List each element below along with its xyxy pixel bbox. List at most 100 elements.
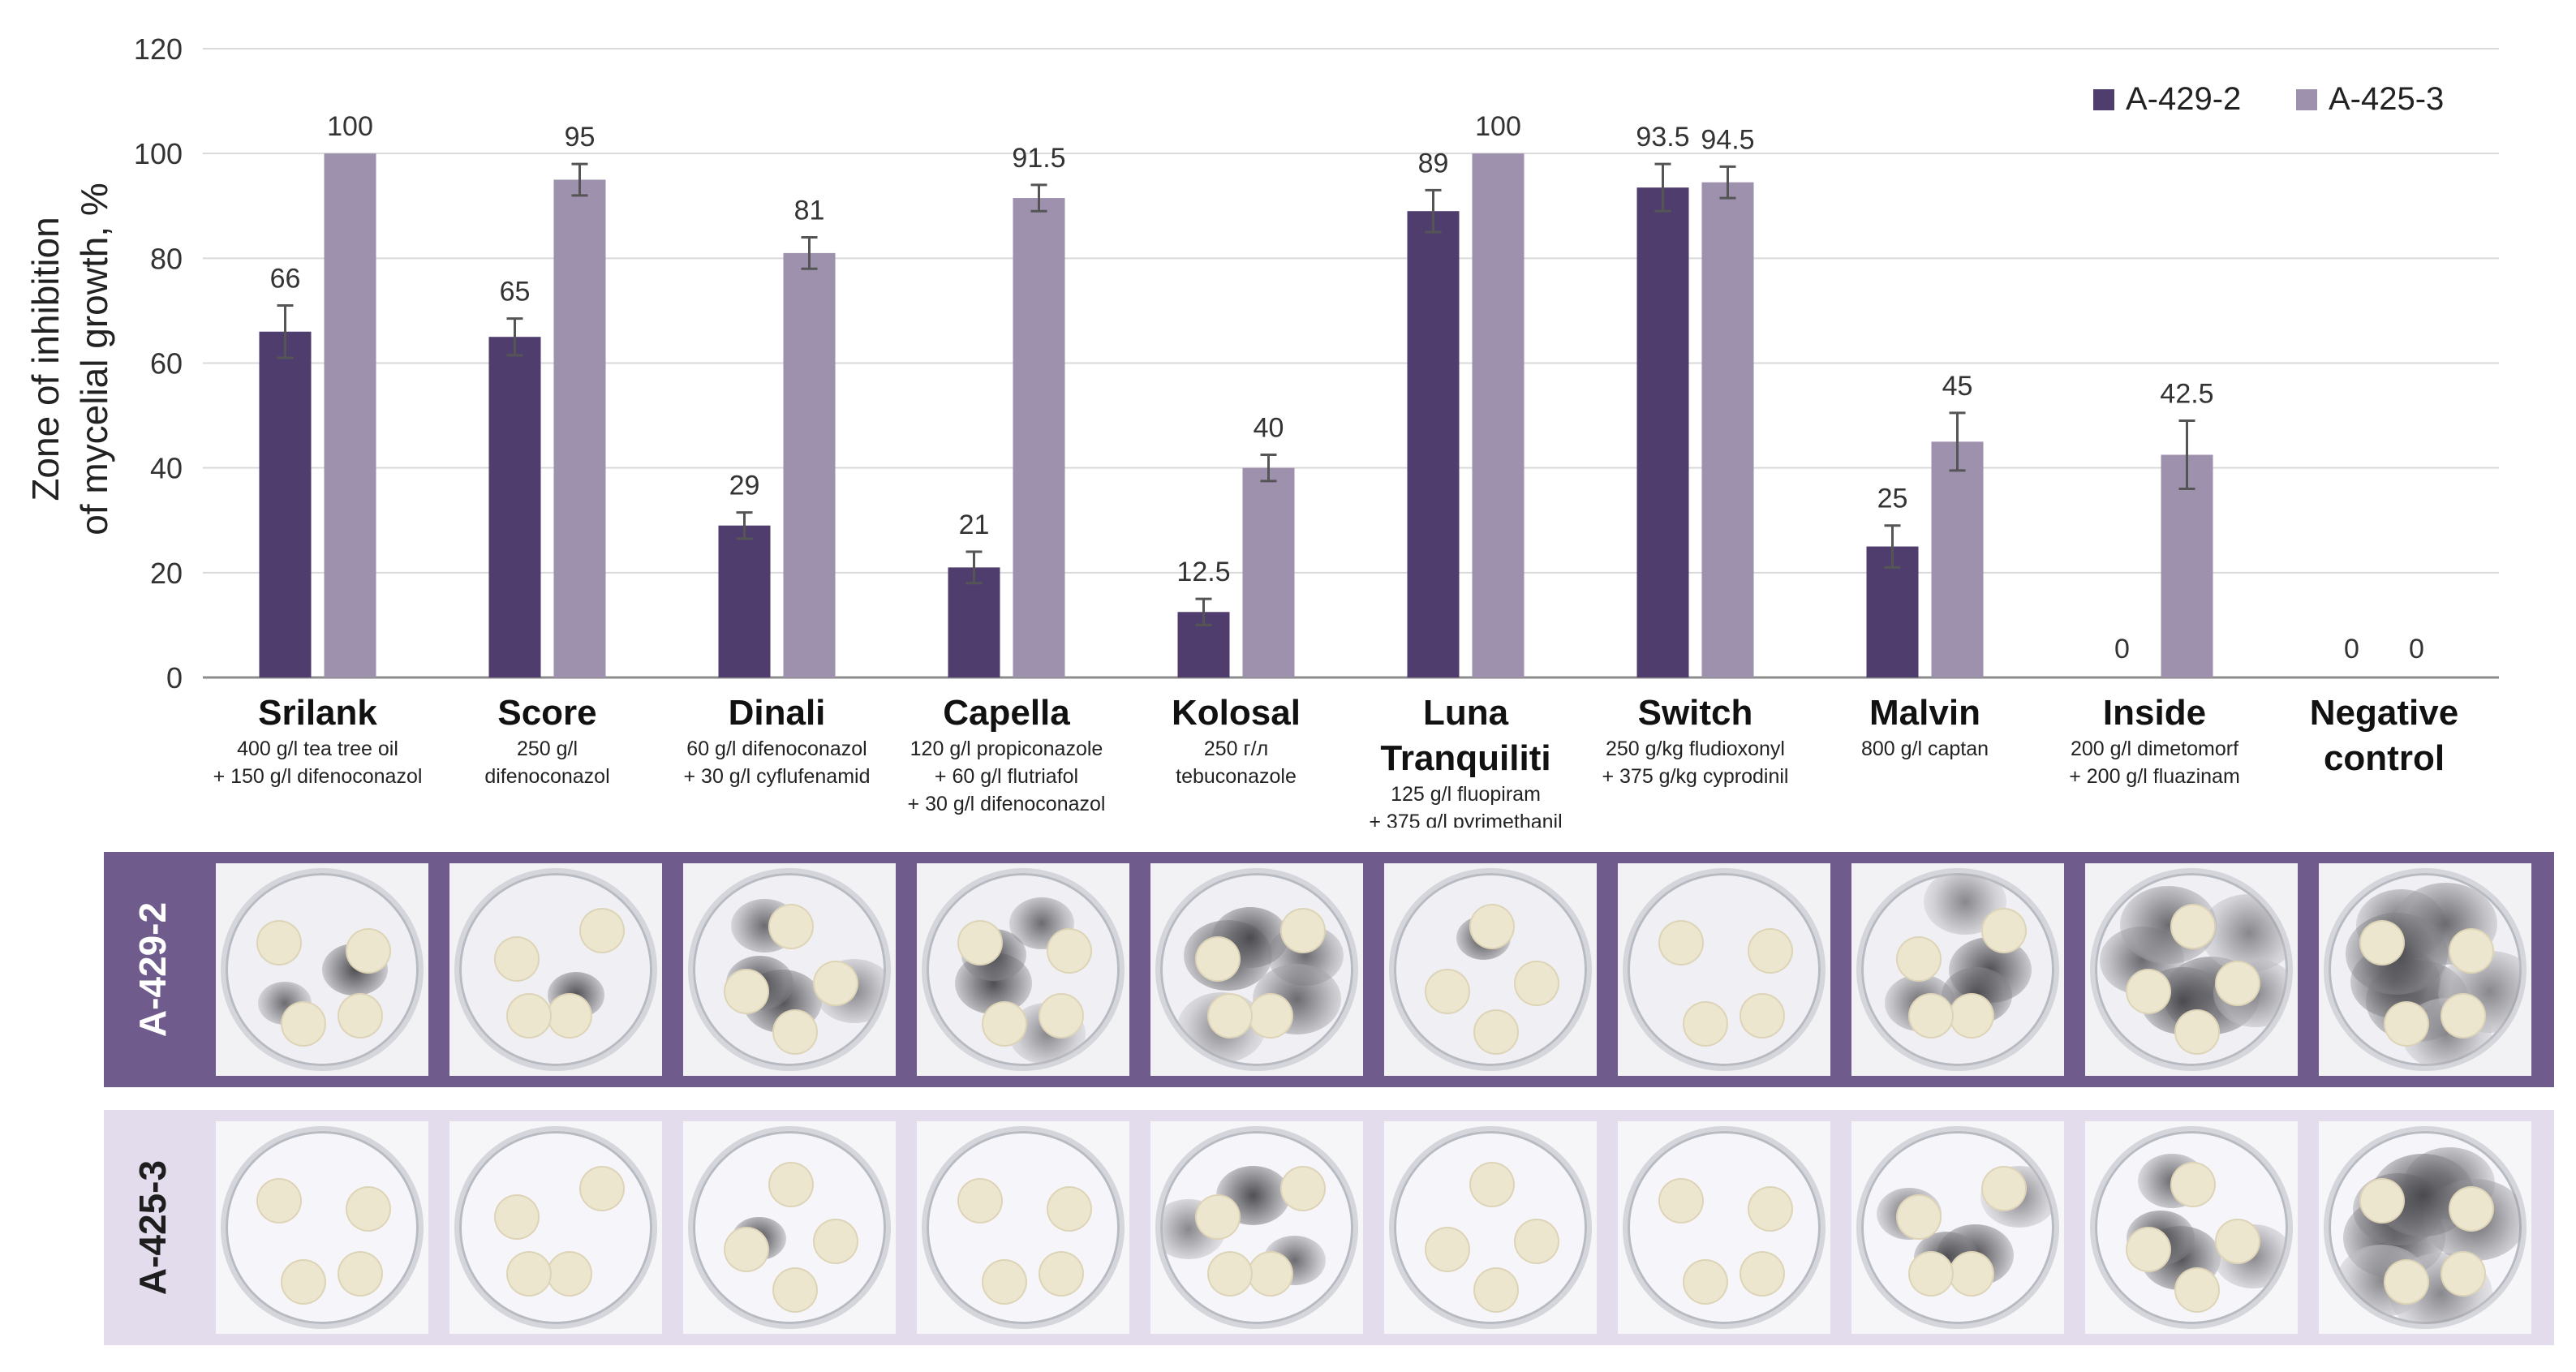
category-description: 250 g/kg fludioxonyl — [1606, 738, 1785, 760]
bar-a-425-3-0 — [324, 153, 376, 677]
petri-dish-photo — [917, 1121, 1129, 1334]
bar-a-429-2-3 — [948, 567, 1000, 677]
agar-disc — [508, 1253, 550, 1295]
bar-a-425-3-3 — [1013, 198, 1065, 677]
agar-disc — [1898, 938, 1940, 980]
agar-disc — [1249, 995, 1292, 1037]
agar-disc — [1209, 1253, 1251, 1295]
agar-disc — [2172, 1163, 2214, 1206]
bar-a-425-3-6 — [1701, 182, 1754, 677]
data-label: 45 — [1942, 371, 1973, 402]
agar-disc — [347, 1188, 389, 1230]
agar-disc — [725, 1228, 768, 1271]
agar-disc — [770, 1163, 812, 1206]
data-label: 100 — [1475, 111, 1521, 142]
y-tick-label: 20 — [150, 557, 183, 590]
y-tick-label: 120 — [134, 32, 183, 66]
data-label: 89 — [1418, 148, 1449, 178]
data-label: 95 — [565, 122, 596, 153]
agar-disc — [1197, 938, 1239, 980]
agar-disc — [1684, 1261, 1727, 1303]
photo-row-a-429-2: A-429-2 — [104, 852, 2554, 1087]
category-description: 120 g/l propiconazole — [910, 738, 1103, 760]
agar-disc — [1983, 1168, 2025, 1210]
data-label: 12.5 — [1176, 557, 1230, 587]
petri-dish — [1856, 1126, 2059, 1329]
petri-dish — [454, 1126, 657, 1329]
agar-disc — [581, 1168, 623, 1210]
agar-disc — [1741, 1253, 1783, 1295]
petri-dish-photo — [917, 863, 1129, 1076]
agar-disc — [1471, 905, 1513, 948]
petri-dish-photo — [1384, 863, 1597, 1076]
agar-disc — [770, 905, 812, 948]
data-label: 29 — [729, 471, 760, 501]
petri-dish-photo — [216, 863, 428, 1076]
category-description: + 375 g/kg cyprodinil — [1602, 765, 1788, 788]
photo-row-label-text: A-429-2 — [131, 901, 174, 1038]
agar-disc — [1249, 1253, 1292, 1295]
agar-disc — [1684, 1003, 1727, 1045]
category-name: control — [2324, 738, 2445, 778]
agar-disc — [1749, 930, 1791, 972]
agar-disc — [2217, 962, 2259, 1004]
agar-disc — [1197, 1196, 1239, 1238]
agar-disc — [339, 1253, 381, 1295]
category-description: + 30 g/l cyflufenamid — [684, 765, 871, 788]
category-description: + 150 g/l difenoconazol — [213, 765, 423, 788]
petri-dish — [1389, 868, 1592, 1071]
agar-disc — [1660, 1180, 1702, 1222]
category-description: + 60 g/l flutriafol — [935, 765, 1078, 788]
petri-dish — [922, 1126, 1125, 1329]
petri-dish — [2324, 1126, 2527, 1329]
legend: A-429-2 A-425-3 — [2093, 81, 2444, 117]
agar-disc — [815, 1220, 857, 1262]
agar-disc — [2127, 970, 2170, 1013]
photo-row-label: A-425-3 — [104, 1110, 201, 1345]
agar-disc — [1910, 1253, 1952, 1295]
petri-dish-photo — [2085, 1121, 2298, 1334]
agar-disc — [2450, 1188, 2492, 1230]
legend-swatch-a-425-3 — [2296, 89, 2317, 110]
agar-disc — [2361, 922, 2403, 964]
data-label: 91.5 — [1012, 143, 1065, 174]
agar-disc — [258, 1180, 300, 1222]
petri-dish-photo — [1150, 1121, 1363, 1334]
data-label: 0 — [2114, 634, 2130, 664]
agar-disc — [581, 910, 623, 952]
bar-a-429-2-6 — [1636, 187, 1689, 678]
agar-disc — [1048, 930, 1090, 972]
category-description: difenoconazol — [484, 765, 609, 788]
data-label: 42.5 — [2160, 379, 2213, 410]
agar-disc — [1516, 962, 1558, 1004]
legend-swatch-a-429-2 — [2093, 89, 2114, 110]
agar-disc — [508, 995, 550, 1037]
agar-disc — [725, 970, 768, 1013]
agar-disc — [258, 922, 300, 964]
bar-a-429-2-0 — [259, 331, 312, 677]
agar-disc — [815, 962, 857, 1004]
y-tick-label: 0 — [166, 661, 183, 695]
petri-dish — [221, 1126, 424, 1329]
bar-a-429-2-2 — [718, 525, 771, 677]
data-label: 65 — [500, 277, 531, 308]
legend-label-a-429-2: A-429-2 — [2126, 81, 2241, 117]
category-description: 250 g/l — [517, 738, 578, 760]
agar-disc — [983, 1261, 1026, 1303]
petri-dish — [688, 868, 891, 1071]
petri-dish-photo — [1150, 863, 1363, 1076]
agar-disc — [1048, 1188, 1090, 1230]
bar-a-425-3-2 — [783, 252, 836, 677]
category-description: 125 g/l fluopiram — [1391, 783, 1541, 806]
petri-dish — [688, 1126, 891, 1329]
petri-dish-photo — [2319, 863, 2531, 1076]
agar-disc — [959, 1180, 1001, 1222]
agar-disc — [774, 1269, 816, 1311]
agar-disc — [983, 1003, 1026, 1045]
category-name: Dinali — [729, 693, 826, 733]
data-label: 0 — [2344, 634, 2359, 664]
y-tick-label: 80 — [150, 242, 183, 275]
y-axis-label-line-1: Zone of inhibition — [24, 217, 67, 501]
category-name: Score — [497, 693, 596, 733]
agar-disc — [2385, 1261, 2428, 1303]
